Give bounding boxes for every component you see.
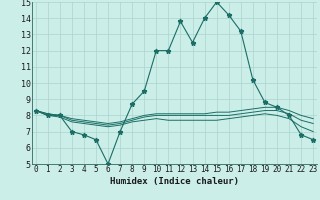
X-axis label: Humidex (Indice chaleur): Humidex (Indice chaleur) — [110, 177, 239, 186]
